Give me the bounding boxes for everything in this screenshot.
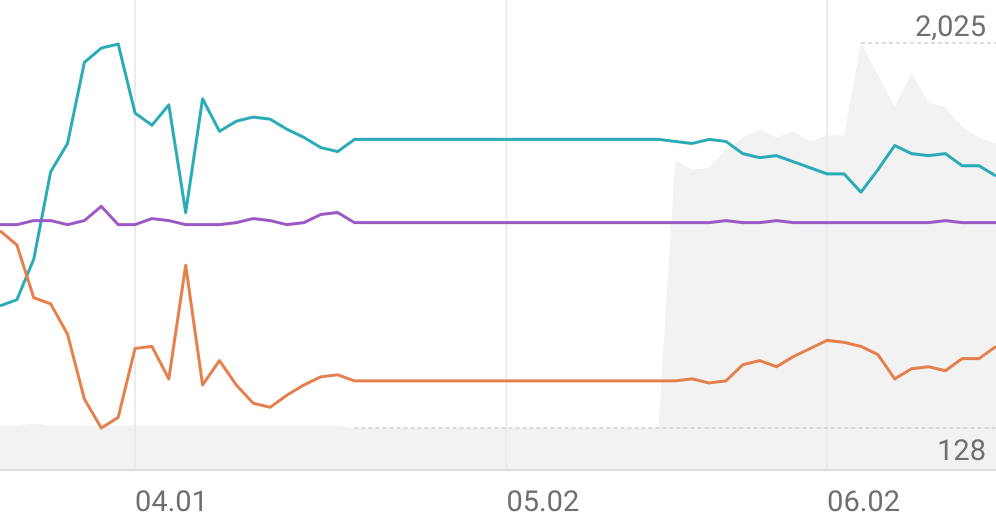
background-area — [0, 43, 996, 470]
line — [0, 42, 996, 308]
line — [0, 229, 996, 430]
x-tick-label: 06.02 — [827, 485, 900, 519]
x-tick-label: 05.02 — [506, 485, 579, 519]
line — [0, 204, 996, 227]
reference-label: 128 — [937, 434, 986, 468]
reference-label: 2,025 — [915, 10, 986, 44]
x-tick-label: 04.01 — [135, 485, 208, 519]
